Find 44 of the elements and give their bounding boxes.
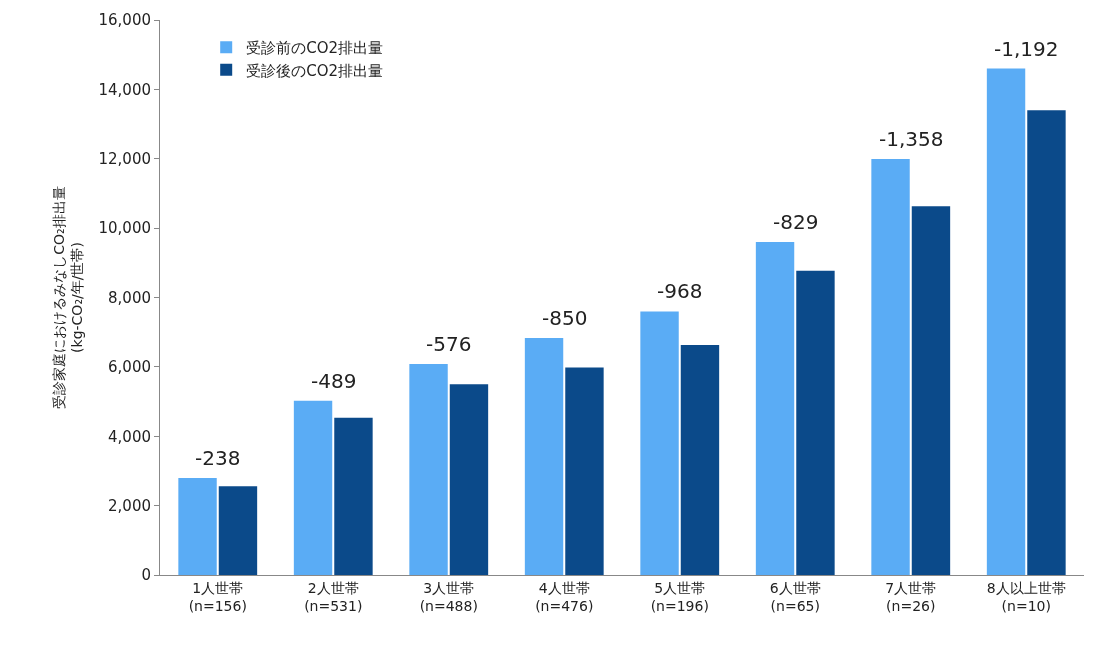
legend-label: 受診後のCO2排出量 [246,61,384,80]
x-tick-label: 3人世帯 (n=488) [419,579,478,614]
bar [449,384,489,575]
annotation: -238 [195,446,241,470]
x-tick-label: 1人世帯 (n=156) [188,579,247,614]
bar [334,417,373,575]
bar [640,311,679,575]
bar [409,364,448,575]
bar [565,367,604,575]
bar [796,270,835,575]
annotation: -1,192 [994,37,1059,61]
annotation: -850 [542,306,588,330]
legend-label: 受診前のCO2排出量 [246,39,384,58]
bar [218,486,258,575]
bar [524,338,564,575]
x-tick-label: 4人世帯 (n=476) [535,579,594,614]
x-tick-label: 6人世帯 (n=65) [769,579,821,614]
y-tick-label: 10,000 [98,219,151,238]
annotation: -968 [657,279,703,303]
bar [1027,110,1066,575]
y-tick-label: 0 [141,566,151,585]
x-tick-label: 8人以上世帯 (n=10) [986,579,1066,614]
y-tick-label: 14,000 [98,80,151,99]
annotation: -489 [311,369,357,393]
bar [178,477,217,575]
bar [755,242,795,575]
annotation: -1,358 [879,127,944,151]
y-tick-label: 16,000 [98,11,151,30]
bar [680,345,720,575]
x-tick-label: 7人世帯 (n=26) [885,579,937,614]
annotation: -829 [773,210,819,234]
y-tick-label: 8,000 [108,288,151,307]
x-tick-label: 5人世帯 (n=196) [650,579,709,614]
bar [986,68,1026,575]
bar [871,159,910,575]
y-tick-label: 4,000 [108,427,151,446]
annotation: -576 [426,332,472,356]
y-tick-label: 2,000 [108,496,151,515]
x-tick-label: 2人世帯 (n=531) [304,579,363,614]
y-axis-title: 受診家庭におけるみなしCO₂排出量 (kg-CO₂/年/世帯) [50,186,86,409]
bar [293,400,333,575]
y-tick-label: 12,000 [98,150,151,168]
y-tick-label: 6,000 [108,358,151,377]
bar [911,206,951,575]
